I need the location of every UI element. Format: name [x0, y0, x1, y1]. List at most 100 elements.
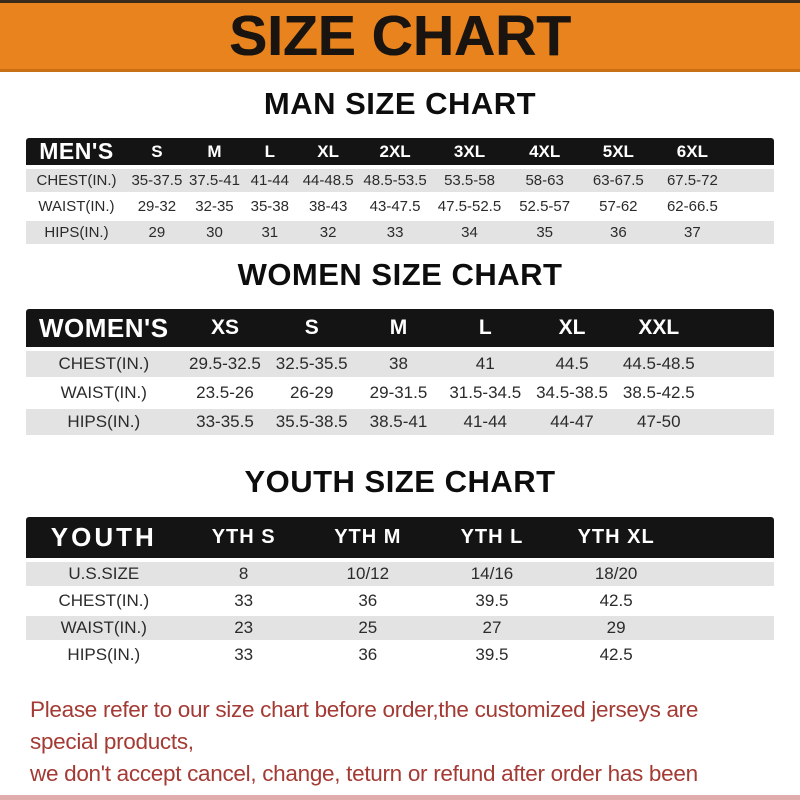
value-cell: 33 — [358, 221, 432, 247]
row-label: WAIST(IN.) — [26, 616, 182, 643]
size-column-header: XXL — [615, 309, 703, 351]
value-cell: 27 — [429, 616, 555, 643]
disclaimer-line-1: Please refer to our size chart before or… — [30, 697, 699, 754]
size-column-header: L — [242, 138, 298, 169]
bottom-edge-strip — [0, 795, 800, 800]
value-cell: 35-37.5 — [126, 169, 187, 195]
value-cell: 14/16 — [429, 562, 555, 589]
value-cell: 29-31.5 — [355, 380, 442, 409]
table-row: CHEST(IN.) 29.5-32.5 32.5-35.5 38 41 44.5 44.5… — [26, 351, 774, 380]
page-title: SIZE CHART — [229, 3, 571, 68]
row-label: HIPS(IN.) — [26, 409, 182, 438]
table-row: HIPS(IN.) 29 30 31 32 33 34 35 36 37 — [26, 221, 774, 247]
spacer-cell — [678, 643, 774, 670]
value-cell: 33-35.5 — [181, 409, 269, 438]
value-cell: 41 — [441, 351, 529, 380]
value-cell: 23.5-26 — [181, 380, 269, 409]
size-column-header: XL — [297, 138, 359, 169]
women-size-table: WOMEN'S XS S M L XL XXL CHEST(IN.) 29.5-32.5 32.5… — [26, 309, 774, 438]
value-cell: 42.5 — [554, 643, 679, 670]
value-cell: 47.5-52.5 — [431, 195, 508, 221]
spacer-cell — [702, 380, 774, 409]
table-row: WAIST(IN.) 23 25 27 29 — [26, 616, 774, 643]
value-cell: 48.5-53.5 — [358, 169, 432, 195]
value-cell: 29 — [126, 221, 187, 247]
value-cell: 8 — [181, 562, 306, 589]
value-cell: 63-67.5 — [581, 169, 655, 195]
youth-section-heading: YOUTH SIZE CHART — [244, 464, 556, 499]
value-cell: 62-66.5 — [654, 195, 730, 221]
table-row: HIPS(IN.) 33-35.5 35.5-38.5 38.5-41 41-44 44-… — [26, 409, 774, 438]
spacer-cell — [729, 138, 774, 169]
value-cell: 23 — [181, 616, 306, 643]
value-cell: 30 — [186, 221, 243, 247]
table-row: WAIST(IN.) 29-32 32-35 35-38 38-43 43-47.5 47.… — [26, 195, 774, 221]
table-corner-label: YOUTH — [26, 517, 182, 562]
size-column-header: XL — [528, 309, 616, 351]
spacer-cell — [729, 195, 774, 221]
spacer-cell — [678, 562, 774, 589]
row-label: WAIST(IN.) — [26, 195, 127, 221]
value-cell: 41-44 — [242, 169, 298, 195]
size-column-header: 4XL — [507, 138, 582, 169]
value-cell: 34 — [431, 221, 508, 247]
value-cell: 25 — [305, 616, 430, 643]
men-size-table: MEN'S S M L XL 2XL 3XL 4XL 5XL 6XL CHEST(IN.) 35-37… — [26, 138, 774, 247]
size-column-header: 3XL — [431, 138, 508, 169]
value-cell: 43-47.5 — [358, 195, 432, 221]
spacer-cell — [678, 589, 774, 616]
row-label: CHEST(IN.) — [26, 351, 182, 380]
size-column-header: 6XL — [654, 138, 730, 169]
youth-size-table: YOUTH YTH S YTH M YTH L YTH XL U.S.SIZE 8 10/12… — [26, 517, 774, 670]
value-cell: 37.5-41 — [186, 169, 243, 195]
row-label: U.S.SIZE — [26, 562, 182, 589]
table-corner-label: WOMEN'S — [26, 309, 182, 351]
value-cell: 57-62 — [581, 195, 655, 221]
table-header-row: YOUTH YTH S YTH M YTH L YTH XL — [26, 517, 774, 562]
value-cell: 29-32 — [126, 195, 187, 221]
value-cell: 37 — [654, 221, 730, 247]
size-column-header: YTH S — [181, 517, 306, 562]
value-cell: 38-43 — [297, 195, 359, 221]
size-column-header: YTH XL — [554, 517, 679, 562]
value-cell: 35 — [507, 221, 582, 247]
size-column-header: L — [441, 309, 529, 351]
size-column-header: M — [186, 138, 243, 169]
value-cell: 42.5 — [554, 589, 679, 616]
value-cell: 31 — [242, 221, 298, 247]
spacer-cell — [678, 517, 774, 562]
value-cell: 31.5-34.5 — [441, 380, 529, 409]
size-column-header: XS — [181, 309, 269, 351]
value-cell: 44-48.5 — [297, 169, 359, 195]
table-row: HIPS(IN.) 33 36 39.5 42.5 — [26, 643, 774, 670]
row-label: HIPS(IN.) — [26, 221, 127, 247]
table-corner-label: MEN'S — [26, 138, 127, 169]
value-cell: 53.5-58 — [431, 169, 508, 195]
value-cell: 35-38 — [242, 195, 298, 221]
value-cell: 29.5-32.5 — [181, 351, 269, 380]
value-cell: 33 — [181, 589, 306, 616]
value-cell: 41-44 — [441, 409, 529, 438]
value-cell: 32 — [297, 221, 359, 247]
value-cell: 36 — [305, 643, 430, 670]
value-cell: 39.5 — [429, 643, 555, 670]
value-cell: 10/12 — [305, 562, 430, 589]
spacer-cell — [729, 169, 774, 195]
table-row: CHEST(IN.) 35-37.5 37.5-41 41-44 44-48.5 48.5… — [26, 169, 774, 195]
value-cell: 18/20 — [554, 562, 679, 589]
men-section-heading: MAN SIZE CHART — [263, 86, 537, 121]
spacer-cell — [702, 309, 774, 351]
spacer-cell — [702, 351, 774, 380]
women-section-heading: WOMEN SIZE CHART — [237, 257, 563, 292]
value-cell: 38.5-41 — [355, 409, 442, 438]
disclaimer-line-2: we don't accept cancel, change, teturn o… — [30, 761, 698, 800]
value-cell: 35.5-38.5 — [268, 409, 356, 438]
value-cell: 34.5-38.5 — [528, 380, 616, 409]
table-row: U.S.SIZE 8 10/12 14/16 18/20 — [26, 562, 774, 589]
table-header-row: WOMEN'S XS S M L XL XXL — [26, 309, 774, 351]
row-label: CHEST(IN.) — [26, 589, 182, 616]
value-cell: 58-63 — [507, 169, 582, 195]
size-column-header: YTH M — [305, 517, 430, 562]
value-cell: 38.5-42.5 — [615, 380, 703, 409]
row-label: WAIST(IN.) — [26, 380, 182, 409]
